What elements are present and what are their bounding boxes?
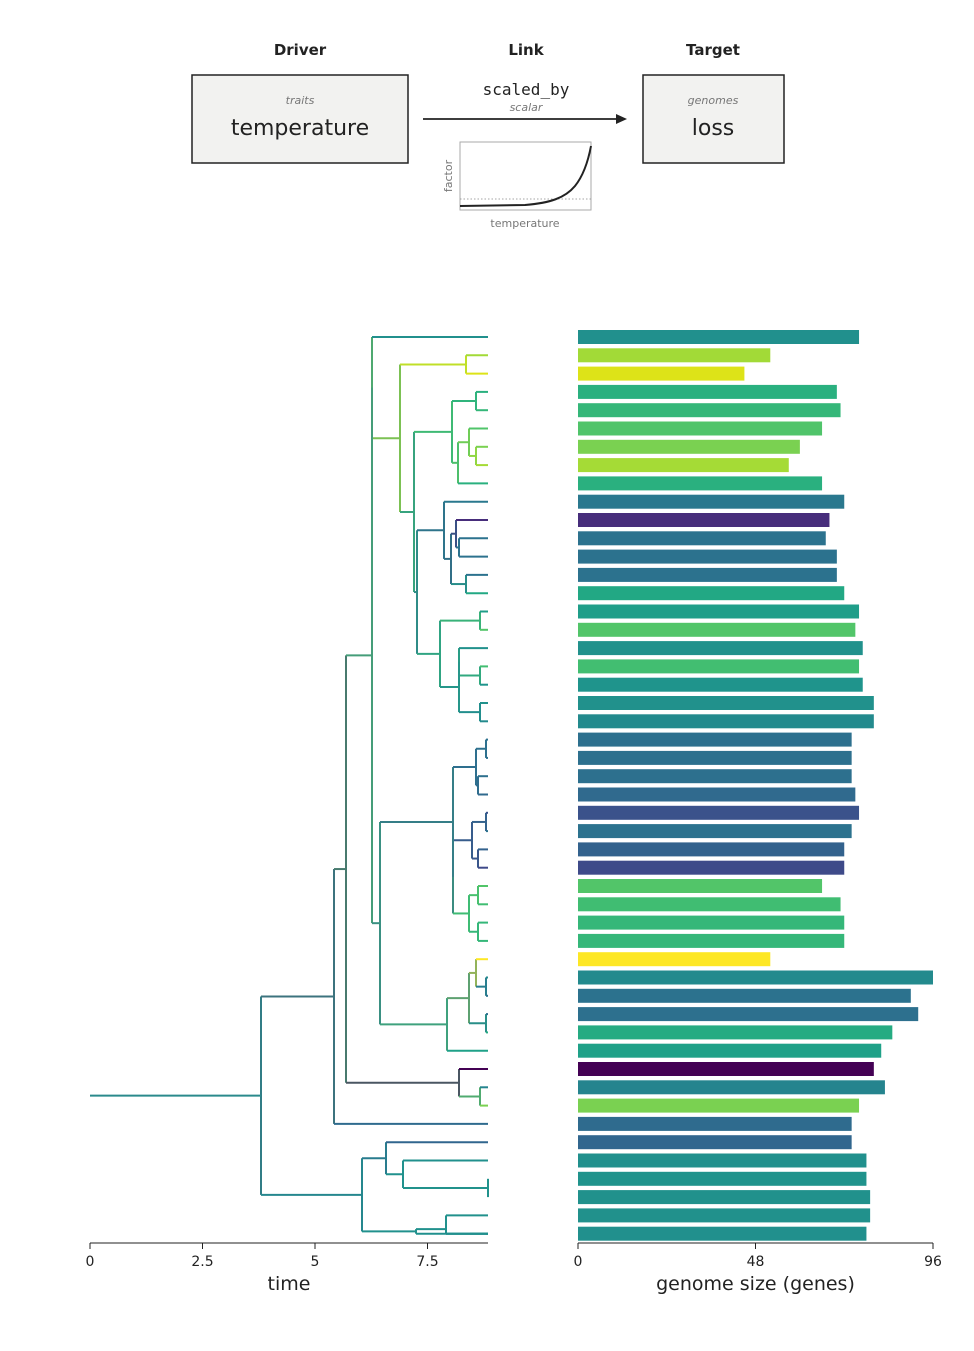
driver-box	[191, 74, 409, 164]
target-category: genomes	[688, 94, 739, 107]
inset-xlabel: temperature	[490, 217, 559, 230]
genome-size-bar	[578, 659, 860, 674]
genome-size-bar	[578, 1116, 852, 1131]
genome-size-bar	[578, 366, 745, 381]
genome-size-bar	[578, 769, 852, 784]
genome-size-bar	[578, 1098, 860, 1113]
genome-size-bars	[578, 330, 933, 1241]
genome-size-bar	[578, 824, 852, 839]
genome-size-bar	[578, 586, 845, 601]
driver-category: traits	[286, 94, 315, 107]
genome-size-bar	[578, 696, 874, 710]
size-tick-label: 0	[574, 1254, 583, 1270]
genome-size-bar	[578, 549, 837, 564]
driver-header: Driver	[274, 41, 327, 59]
genome-size-bar	[578, 1025, 893, 1040]
genome-size-bar	[578, 1080, 885, 1095]
genome-size-bar	[578, 1226, 867, 1241]
genome-size-bar	[578, 915, 845, 930]
genome-size-bar	[578, 439, 800, 454]
genome-size-bar	[578, 348, 771, 363]
genome-size-axis: 0 48 96 genome size (genes)	[574, 1242, 942, 1295]
time-axis-label: time	[268, 1273, 311, 1295]
target-name: loss	[692, 116, 735, 141]
genome-size-bar	[578, 622, 856, 637]
genome-size-bar	[578, 714, 874, 729]
genome-size-bar	[578, 1043, 882, 1058]
genome-size-bar	[578, 750, 852, 765]
genome-size-bar	[578, 879, 823, 893]
inset-curve	[459, 145, 592, 207]
genome-size-bar	[578, 787, 856, 802]
genome-size-bar	[578, 1208, 871, 1223]
genome-size-bar	[578, 1190, 871, 1205]
time-axis: 0 2.5 5 7.5 time	[86, 1242, 488, 1295]
size-tick-label: 48	[747, 1254, 765, 1270]
genome-size-bar	[578, 988, 911, 1003]
target-header: Target	[686, 41, 740, 59]
link-curve-inset: factor temperature	[442, 141, 592, 230]
genome-size-bar	[578, 531, 826, 546]
driver-name: temperature	[231, 116, 369, 141]
genome-size-bar	[578, 933, 845, 948]
genome-size-bar	[578, 970, 933, 985]
arrow-head-icon	[616, 114, 627, 124]
genome-size-bar	[578, 458, 789, 473]
inset-ylabel: factor	[442, 159, 455, 192]
link-header: Link	[508, 41, 544, 59]
genome-size-bar	[578, 1007, 919, 1022]
genome-size-bar	[578, 897, 841, 912]
genome-size-bar	[578, 732, 852, 747]
phylogenetic-tree	[90, 336, 489, 1235]
time-tick-label: 7.5	[416, 1254, 438, 1270]
genome-size-bar	[578, 604, 860, 619]
genome-size-bar	[578, 513, 830, 527]
genome-size-bar	[578, 476, 823, 491]
size-tick-label: 96	[924, 1254, 942, 1270]
genome-size-bar	[578, 805, 860, 820]
target-box	[642, 74, 785, 164]
genome-size-bar	[578, 1153, 867, 1168]
time-tick-label: 5	[311, 1254, 320, 1270]
genome-size-bar	[578, 567, 837, 582]
genome-size-bar	[578, 384, 837, 399]
time-tick-label: 0	[86, 1254, 95, 1270]
link-function: scaled_by	[483, 80, 570, 99]
genome-size-bar	[578, 330, 860, 344]
genome-size-bar	[578, 421, 823, 436]
genome-size-bar	[578, 677, 863, 692]
genome-size-bar	[578, 952, 771, 967]
genome-size-bar	[578, 860, 845, 875]
link-diagram: Driver Link Target traits temperature ge…	[191, 41, 785, 230]
time-tick-label: 2.5	[191, 1254, 213, 1270]
genome-size-bar	[578, 1171, 867, 1186]
genome-size-bar	[578, 494, 845, 509]
genome-size-bar	[578, 1062, 874, 1076]
genome-size-bar	[578, 641, 863, 656]
genome-size-bar	[578, 403, 841, 418]
genome-size-axis-label: genome size (genes)	[656, 1273, 855, 1295]
genome-size-bar	[578, 1135, 852, 1150]
genome-size-bar	[578, 842, 845, 857]
link-kind: scalar	[510, 101, 544, 114]
